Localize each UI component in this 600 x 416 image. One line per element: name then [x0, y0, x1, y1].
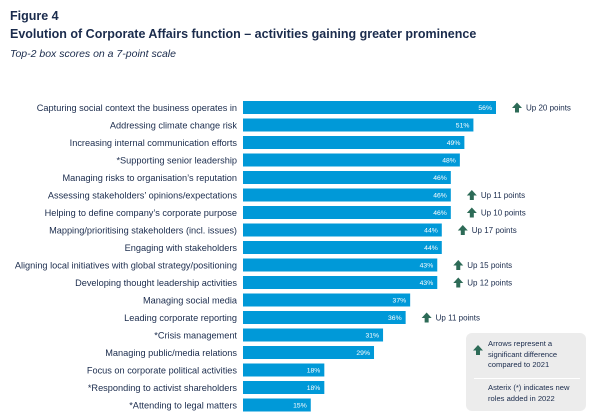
data-label: 46%: [433, 193, 447, 200]
data-label: 51%: [456, 123, 470, 130]
data-label: 36%: [388, 315, 402, 322]
bar: [243, 136, 465, 149]
category-label: Capturing social context the business op…: [37, 103, 237, 113]
data-label: 43%: [420, 280, 434, 287]
change-annotation: Up 11 points: [436, 314, 480, 323]
category-label: *Crisis management: [154, 330, 237, 340]
category-label: Developing thought leadership activities: [75, 278, 237, 288]
data-label: 48%: [442, 158, 456, 165]
bar: [243, 328, 384, 342]
change-annotation: Up 11 points: [481, 191, 525, 200]
category-label: Addressing climate change risk: [110, 120, 238, 130]
data-label: 29%: [356, 350, 370, 357]
category-label: Managing risks to organisation’s reputat…: [63, 173, 238, 183]
figure-label: Figure 4: [10, 9, 59, 23]
chart-title: Evolution of Corporate Affairs function …: [10, 27, 477, 41]
up-arrow-icon: [453, 277, 464, 288]
bar: [243, 381, 325, 394]
legend-divider: [474, 378, 580, 379]
category-label: Assessing stakeholders’ opinions/expecta…: [48, 190, 238, 200]
bar: [243, 171, 451, 184]
bar: [243, 276, 438, 289]
bar: [243, 258, 438, 272]
data-label: 46%: [433, 210, 447, 217]
bar: [243, 311, 406, 324]
category-label: Increasing internal communication effort…: [70, 138, 238, 148]
bar: [243, 293, 411, 307]
data-label: 37%: [393, 298, 407, 305]
category-label: Leading corporate reporting: [124, 313, 237, 323]
change-annotation: Up 15 points: [467, 261, 512, 270]
change-annotation: Up 17 points: [472, 226, 517, 235]
data-label: 15%: [293, 403, 307, 410]
data-label: 44%: [424, 245, 438, 252]
up-arrow-icon: [466, 207, 477, 218]
category-label: Mapping/prioritising stakeholders (incl.…: [49, 225, 237, 235]
up-arrow-icon: [466, 190, 477, 200]
chart-subtitle: Top-2 box scores on a 7-point scale: [10, 48, 176, 60]
data-label: 49%: [447, 140, 461, 147]
bar: [243, 153, 460, 167]
up-arrow-icon: [421, 312, 432, 323]
data-label: 56%: [478, 105, 492, 112]
up-arrow-icon: [457, 225, 468, 235]
change-annotation: Up 12 points: [467, 279, 512, 288]
category-label: Managing public/media relations: [105, 348, 237, 358]
bar: [243, 346, 375, 359]
bar: [243, 363, 325, 377]
up-arrow-icon: [512, 102, 522, 113]
category-label: *Attending to legal matters: [129, 400, 237, 410]
bar: [243, 241, 442, 254]
data-label: 31%: [365, 333, 379, 340]
bar: [243, 188, 451, 202]
change-annotation: Up 20 points: [526, 104, 571, 113]
bar: [243, 206, 451, 219]
bar: [243, 101, 496, 114]
legend-box: Arrows represent a significant differenc…: [466, 333, 586, 411]
category-label: Aligning local initiatives with global s…: [15, 260, 237, 270]
up-arrow-icon: [453, 260, 464, 270]
up-arrow-icon: [473, 342, 483, 360]
category-label: *Responding to activist shareholders: [88, 383, 238, 393]
data-label: 44%: [424, 228, 438, 235]
data-label: 18%: [307, 368, 321, 375]
bar: [243, 223, 442, 237]
legend-asterisk-note: Asterix (*) indicates new roles added in…: [488, 383, 570, 403]
category-label: Helping to define company’s corporate pu…: [45, 208, 237, 218]
bar: [243, 398, 311, 412]
category-label: Focus on corporate political activities: [87, 365, 238, 375]
category-label: Managing social media: [143, 295, 238, 305]
category-label: *Supporting senior leadership: [116, 155, 237, 165]
legend-arrow-note: Arrows represent a significant differenc…: [488, 339, 558, 369]
bar: [243, 118, 474, 132]
data-label: 18%: [307, 385, 321, 392]
change-annotation: Up 10 points: [481, 209, 526, 218]
category-label: Engaging with stakeholders: [125, 243, 238, 253]
data-label: 46%: [433, 175, 447, 182]
data-label: 43%: [420, 263, 434, 270]
